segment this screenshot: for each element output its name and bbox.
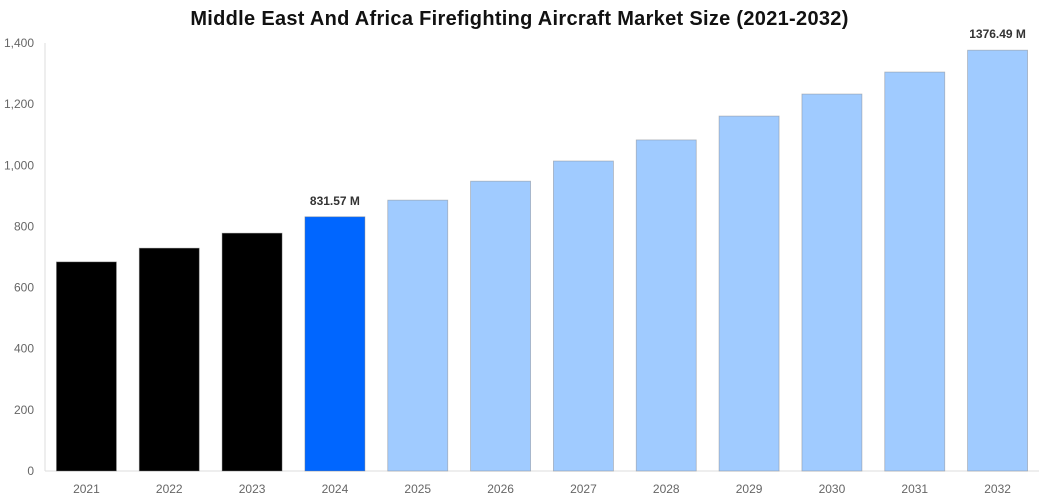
y-tick-label: 1,400 — [4, 36, 34, 50]
x-tick-label: 2031 — [901, 482, 928, 496]
x-tick-label: 2023 — [239, 482, 266, 496]
x-tick-label: 2021 — [73, 482, 100, 496]
y-tick-label: 200 — [14, 403, 34, 417]
bar-2030 — [801, 93, 863, 472]
bar-2026 — [470, 180, 531, 472]
bar-2025 — [387, 199, 449, 472]
bar-2022 — [138, 247, 200, 472]
x-tick-label: 2026 — [487, 482, 514, 496]
data-label: 1376.49 M — [969, 27, 1026, 41]
bar-2021 — [56, 261, 117, 472]
bar-2031 — [884, 71, 946, 472]
y-tick-label: 800 — [14, 219, 34, 233]
x-tick-label: 2022 — [156, 482, 183, 496]
bar-2032 — [967, 49, 1028, 472]
bar-2024 — [304, 216, 366, 472]
bar-2027 — [553, 160, 614, 472]
y-tick-label: 1,000 — [4, 158, 34, 172]
data-label: 831.57 M — [310, 194, 360, 208]
x-tick-label: 2027 — [570, 482, 597, 496]
chart-title: Middle East And Africa Firefighting Airc… — [190, 8, 849, 30]
y-tick-label: 600 — [14, 281, 34, 295]
bar-2028 — [635, 139, 697, 472]
x-tick-label: 2029 — [736, 482, 763, 496]
bar-2029 — [718, 115, 780, 472]
bar-2023 — [221, 232, 283, 472]
y-tick-label: 0 — [27, 464, 34, 478]
y-tick-label: 1,200 — [4, 97, 34, 111]
x-tick-label: 2028 — [653, 482, 680, 496]
x-tick-label: 2025 — [404, 482, 431, 496]
y-tick-label: 400 — [14, 342, 34, 356]
x-tick-label: 2032 — [984, 482, 1011, 496]
x-tick-label: 2024 — [322, 482, 349, 496]
x-tick-label: 2030 — [819, 482, 846, 496]
